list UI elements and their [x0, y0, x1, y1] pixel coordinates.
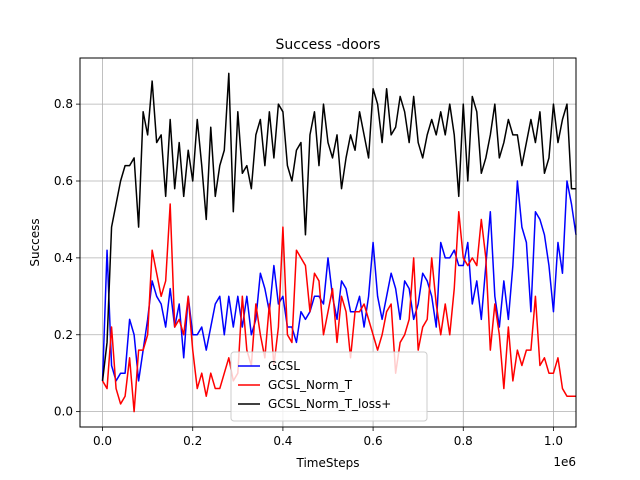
series-line-gcsl-norm-t-loss [101, 72, 576, 381]
x-axis-offset-label: 1e6 [553, 455, 576, 469]
chart-title: Success -doors [276, 37, 381, 53]
series-line-gcsl-norm-t [101, 203, 576, 413]
legend-label: GCSL_Norm_T_loss+ [268, 397, 391, 411]
x-tick-label: 0.0 [93, 434, 112, 448]
legend: GCSL GCSL_Norm_T GCSL_Norm_T_loss+ [230, 351, 428, 422]
legend-label: GCSL [268, 359, 300, 373]
series-line-gcsl [101, 180, 577, 382]
plot-frame [79, 57, 577, 428]
x-axis-ticks: 0.0 0.2 0.4 0.6 0.8 1.0 [93, 427, 563, 448]
y-tick-label: 0.4 [54, 251, 73, 265]
y-axis-ticks: 0.0 0.2 0.4 0.6 0.8 [54, 97, 80, 419]
x-tick-label: 0.8 [454, 434, 473, 448]
y-tick-label: 0.8 [54, 97, 73, 111]
x-tick-label: 0.2 [183, 434, 202, 448]
series-lines [101, 72, 577, 413]
legend-label: GCSL_Norm_T [268, 378, 353, 392]
y-tick-label: 0.0 [54, 405, 73, 419]
x-tick-label: 0.4 [273, 434, 292, 448]
x-tick-label: 1.0 [544, 434, 563, 448]
x-tick-label: 0.6 [364, 434, 383, 448]
legend-box [230, 351, 428, 422]
y-tick-label: 0.2 [54, 328, 73, 342]
y-axis-label: Success [28, 218, 42, 266]
x-axis-label: TimeSteps [296, 456, 360, 470]
y-tick-label: 0.6 [54, 174, 73, 188]
